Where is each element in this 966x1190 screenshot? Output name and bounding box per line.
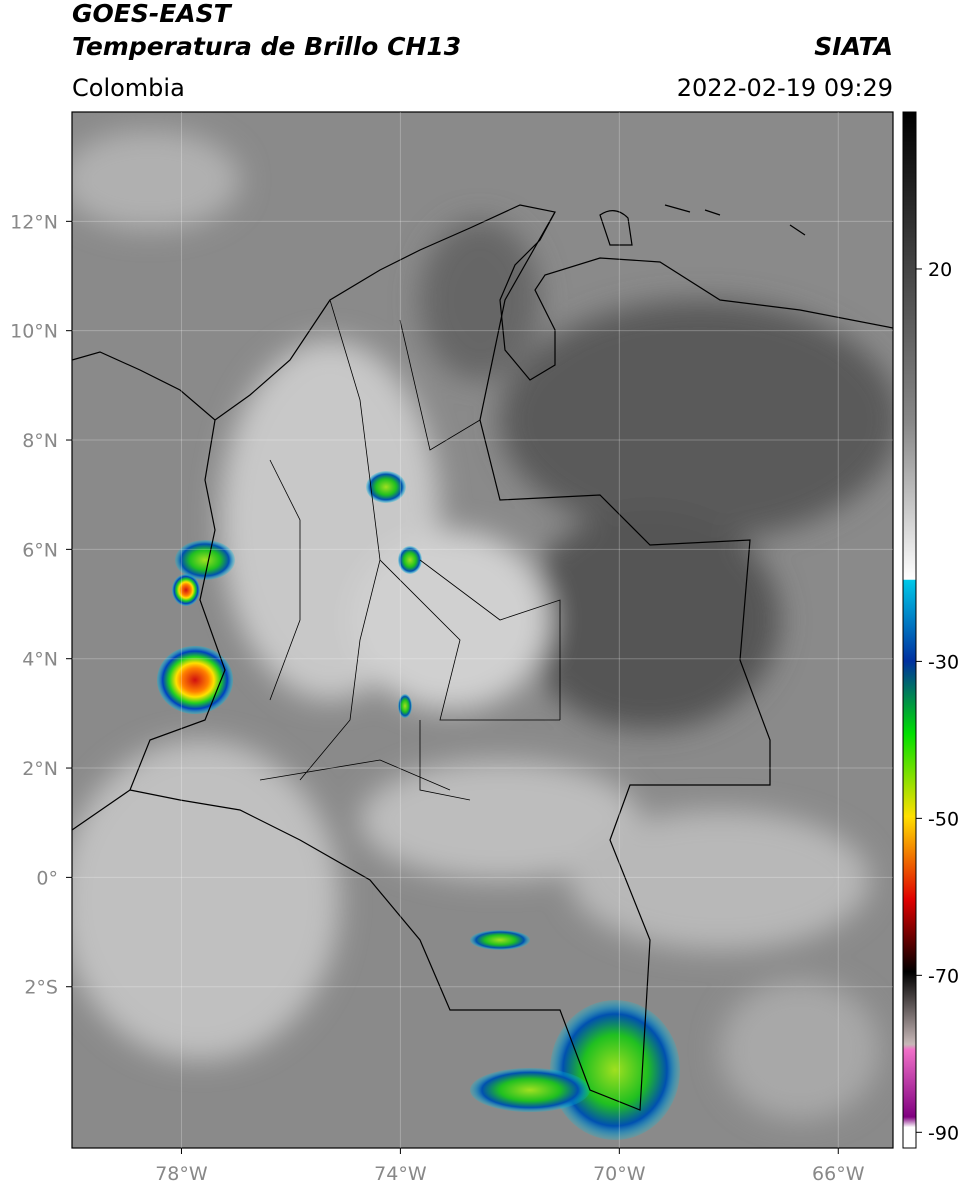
departments	[259, 299, 561, 801]
region-label: Colombia	[72, 74, 185, 102]
lat-tick-label: 2°S	[24, 977, 58, 999]
coastline	[72, 204, 893, 421]
lat-tick-label: 12°N	[10, 211, 58, 233]
border	[129, 211, 771, 1111]
lon-tick-label: 74°W	[374, 1163, 427, 1185]
lat-tick-label: 6°N	[22, 539, 58, 561]
map-frame	[71, 111, 894, 1149]
imagery	[72, 112, 893, 1148]
cloud-texture	[72, 130, 893, 1120]
venezuela-coast	[599, 204, 806, 246]
lat-tick-label: 8°N	[22, 430, 58, 452]
colorbar-label: -30	[928, 651, 959, 673]
source-label: SIATA	[814, 32, 893, 61]
pacific-coast	[72, 419, 226, 831]
satellite-title: GOES-EAST	[72, 0, 233, 28]
lon-tick-label: 78°W	[155, 1163, 208, 1185]
colorbar	[902, 111, 917, 1149]
lat-tick-label: 0°	[36, 867, 58, 889]
colorbar-label: -70	[928, 965, 959, 987]
colorbar-label: -90	[928, 1122, 959, 1144]
lat-tick-label: 4°N	[22, 649, 58, 671]
lat-tick-label: 2°N	[22, 758, 58, 780]
lat-tick-label: 10°N	[10, 321, 58, 343]
lon-tick-label: 66°W	[812, 1163, 865, 1185]
colorbar-label: 20	[928, 259, 952, 281]
product-title: Temperatura de Brillo CH13	[72, 32, 461, 61]
lon-tick-label: 70°W	[593, 1163, 646, 1185]
datetime-label: 2022-02-19 09:29	[677, 74, 893, 102]
colorbar-label: -50	[928, 808, 959, 830]
